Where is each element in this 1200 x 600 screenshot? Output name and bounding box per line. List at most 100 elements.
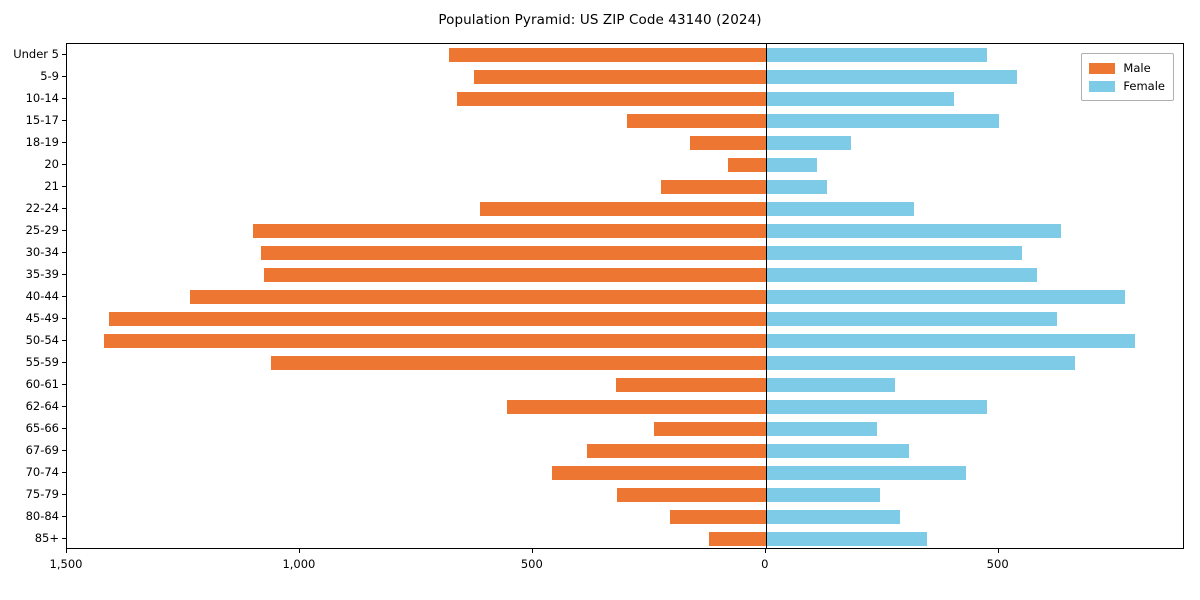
pyramid-row [67,268,1183,282]
y-tick-mark [62,186,66,187]
bar-female-45-49[interactable] [765,312,1057,326]
bar-female-70-74[interactable] [765,466,966,480]
bar-female-75-79[interactable] [765,488,881,502]
y-tick-mark [62,54,66,55]
pyramid-row [67,180,1183,194]
bar-male-15-17[interactable] [627,114,766,128]
bar-male-under-5[interactable] [448,48,766,62]
legend-swatch-female [1089,80,1116,92]
y-tick-mark [62,384,66,385]
pyramid-row [67,422,1183,436]
bar-male-21[interactable] [661,180,766,194]
legend-label-female: Female [1123,79,1165,93]
pyramid-row [67,510,1183,524]
y-tick-mark [62,252,66,253]
bar-male-40-44[interactable] [189,290,766,304]
y-tick-label-35-39: 35-39 [25,267,59,281]
y-tick-label-under-5: Under 5 [13,47,59,61]
bar-male-20[interactable] [728,158,766,172]
legend-swatch-male [1089,62,1116,74]
bar-male-65-66[interactable] [654,422,766,436]
x-tick-label: 1,500 [49,557,83,571]
y-tick-label-60-61: 60-61 [25,377,59,391]
pyramid-row [67,92,1183,106]
bar-female-50-54[interactable] [765,334,1136,348]
bar-male-50-54[interactable] [104,334,766,348]
bar-male-30-34[interactable] [260,246,766,260]
bar-male-55-59[interactable] [270,356,766,370]
y-tick-label-85-: 85+ [34,531,59,545]
bar-female-65-66[interactable] [765,422,877,436]
y-tick-mark [62,274,66,275]
x-tick-mark [298,549,300,553]
y-tick-label-62-64: 62-64 [25,399,59,413]
y-tick-mark [62,296,66,297]
bar-male-70-74[interactable] [551,466,766,480]
bar-female-30-34[interactable] [765,246,1023,260]
legend-label-male: Male [1123,61,1151,75]
bar-male-45-49[interactable] [109,312,766,326]
y-tick-mark [62,406,66,407]
x-tick-mark [66,549,67,553]
bar-male-35-39[interactable] [263,268,766,282]
bar-male-10-14[interactable] [456,92,766,106]
y-tick-mark [62,516,66,517]
bar-male-67-69[interactable] [587,444,766,458]
bar-female-10-14[interactable] [765,92,955,106]
bars-layer [67,44,1183,548]
bar-female-35-39[interactable] [765,268,1038,282]
pyramid-row [67,334,1183,348]
bar-female-60-61[interactable] [765,378,895,392]
y-tick-label-65-66: 65-66 [25,421,59,435]
y-tick-label-75-79: 75-79 [25,487,59,501]
bar-female-under-5[interactable] [765,48,988,62]
y-tick-mark [62,362,66,363]
bar-female-85-[interactable] [765,532,928,546]
y-tick-mark [62,98,66,99]
bar-female-55-59[interactable] [765,356,1075,370]
legend-item-female[interactable]: Female [1089,77,1165,95]
bar-female-18-19[interactable] [765,136,851,150]
y-tick-mark [62,142,66,143]
bar-male-5-9[interactable] [473,70,766,84]
pyramid-row [67,114,1183,128]
y-tick-mark [62,450,66,451]
bar-male-75-79[interactable] [617,488,766,502]
bar-female-20[interactable] [765,158,817,172]
bar-male-18-19[interactable] [690,136,766,150]
y-tick-label-20: 20 [44,157,59,171]
y-tick-label-55-59: 55-59 [25,355,59,369]
plot-area: Male Female [66,43,1184,549]
bar-female-21[interactable] [765,180,827,194]
bar-male-62-64[interactable] [506,400,766,414]
y-tick-mark [62,472,66,473]
bar-female-67-69[interactable] [765,444,910,458]
bar-female-62-64[interactable] [765,400,988,414]
pyramid-row [67,312,1183,326]
y-tick-label-30-34: 30-34 [25,245,59,259]
x-tick-mark [531,549,533,553]
chart-title: Population Pyramid: US ZIP Code 43140 (2… [438,12,762,28]
bar-male-80-84[interactable] [670,510,766,524]
pyramid-row [67,356,1183,370]
y-tick-mark [62,208,66,209]
bar-male-85-[interactable] [709,532,766,546]
y-tick-mark [62,76,66,77]
y-tick-mark [62,538,66,539]
bar-male-22-24[interactable] [479,202,766,216]
bar-female-15-17[interactable] [765,114,999,128]
bar-female-80-84[interactable] [765,510,901,524]
legend-item-male[interactable]: Male [1089,59,1165,77]
y-tick-mark [62,428,66,429]
y-tick-label-40-44: 40-44 [25,289,59,303]
bar-male-25-29[interactable] [252,224,766,238]
y-tick-mark [62,120,66,121]
bar-female-40-44[interactable] [765,290,1126,304]
y-tick-label-80-84: 80-84 [25,509,59,523]
bar-male-60-61[interactable] [615,378,766,392]
bar-female-5-9[interactable] [765,70,1017,84]
bar-female-25-29[interactable] [765,224,1062,238]
bar-female-22-24[interactable] [765,202,915,216]
x-tick-label: 500 [520,557,543,571]
